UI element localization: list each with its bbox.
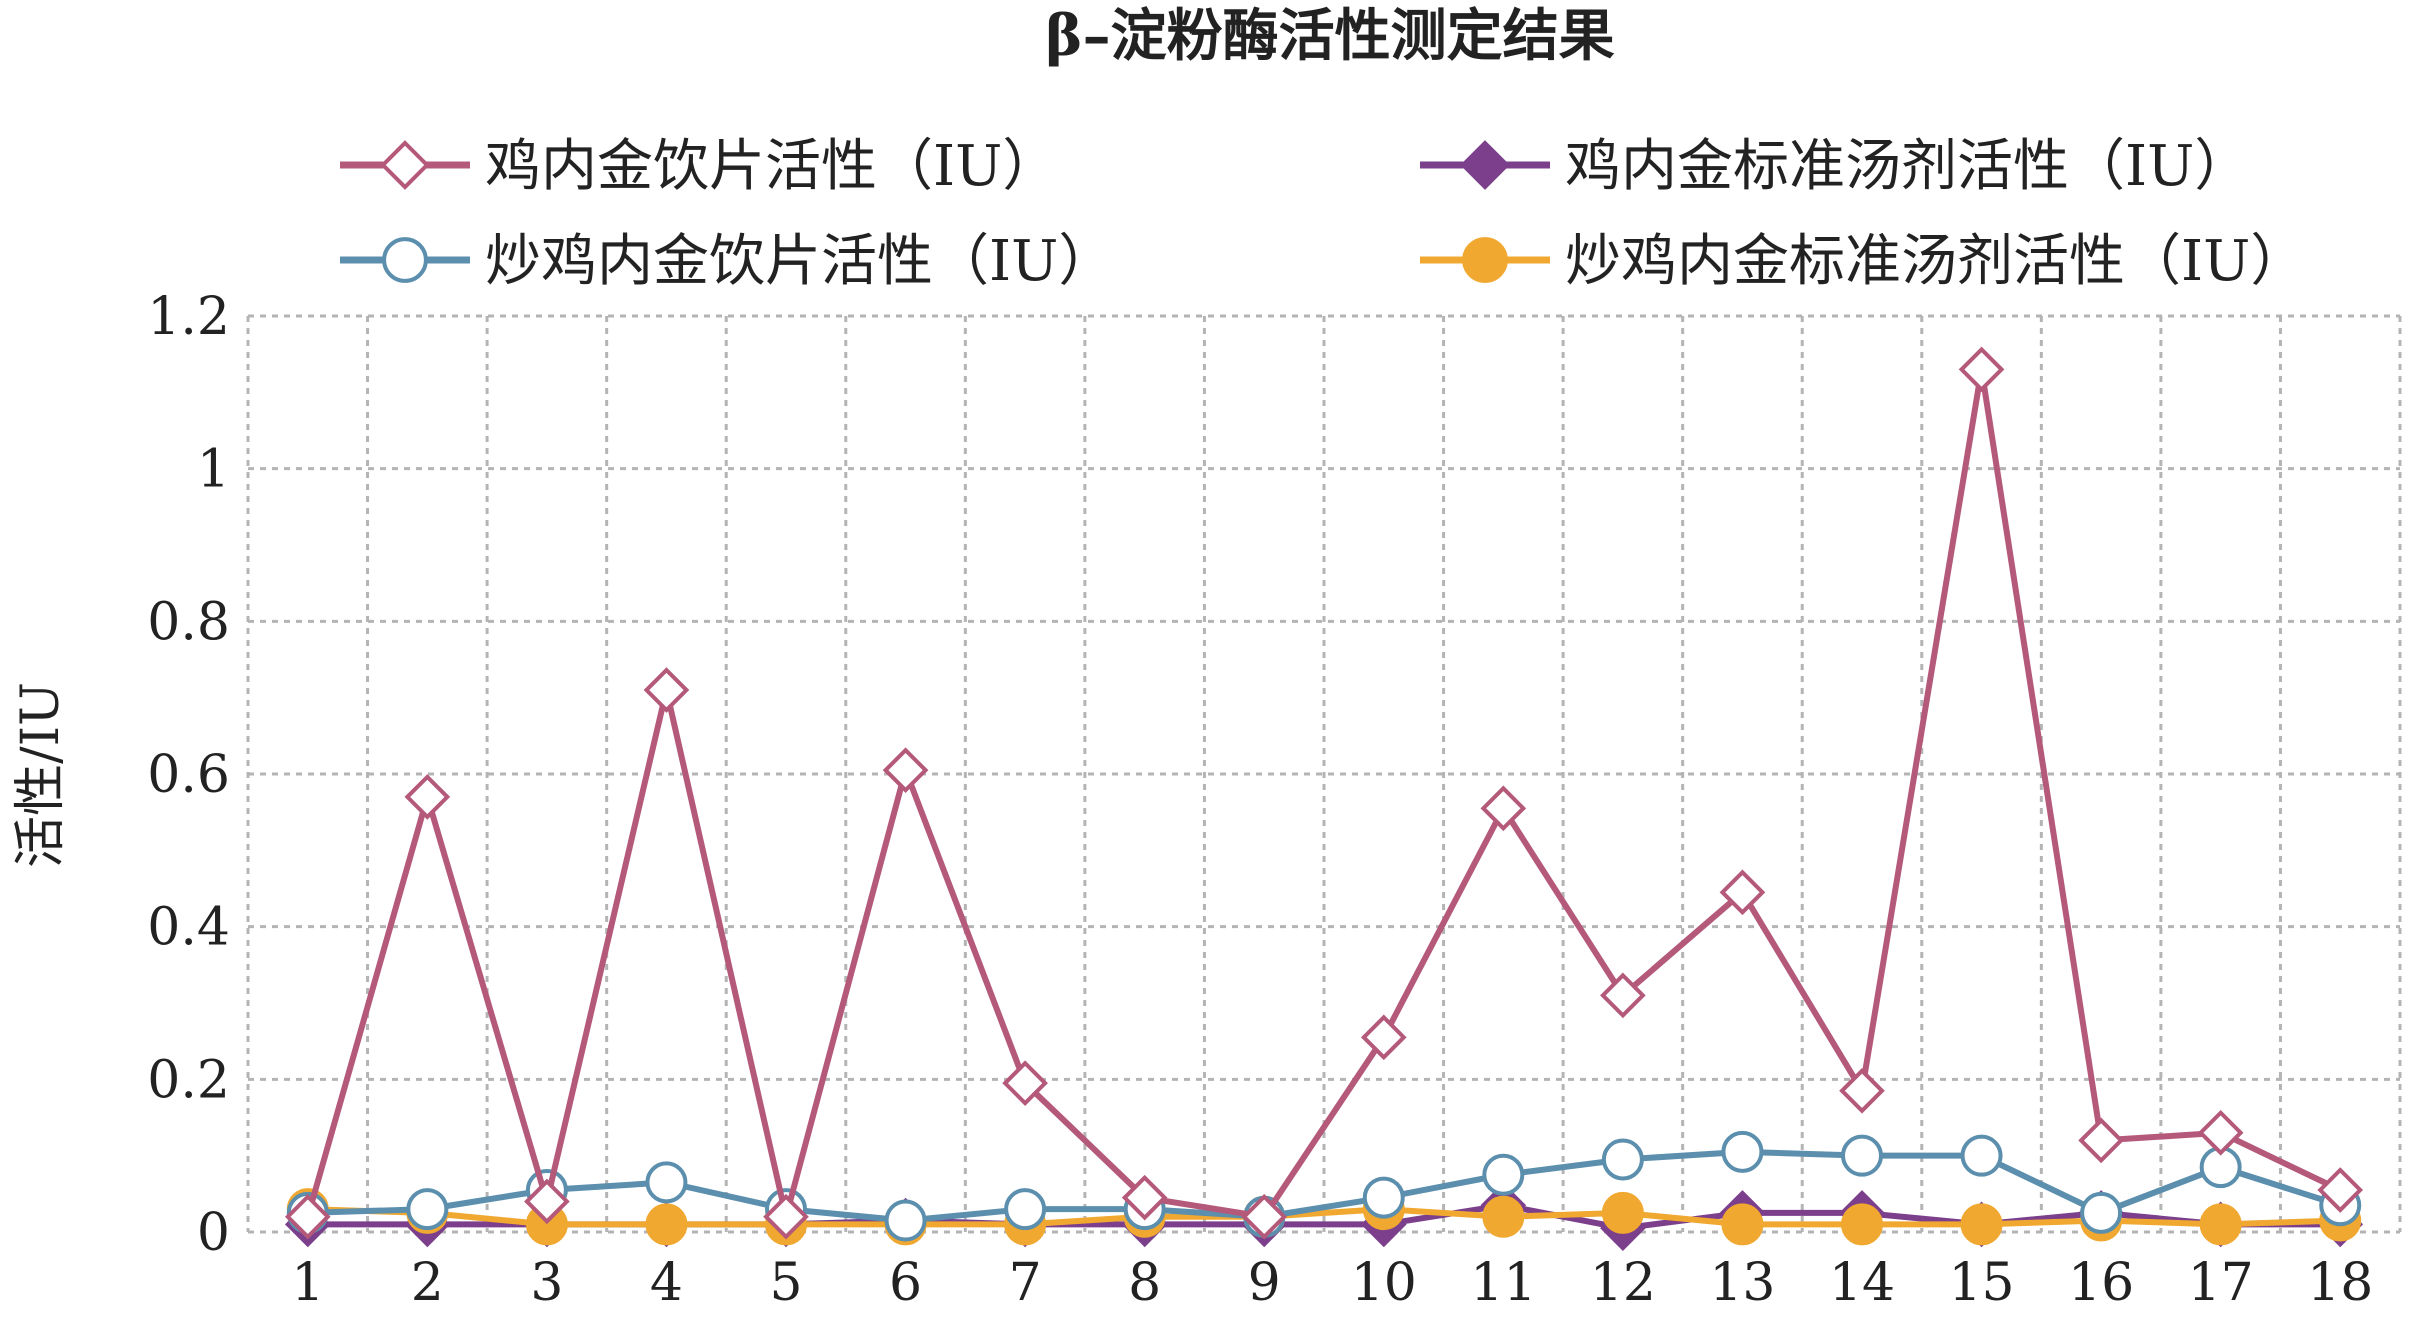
- y-axis-ticks: 0 0.2 0.4 0.6 0.8 1 1.2: [147, 287, 230, 1263]
- legend-item: 炒鸡内金饮片活性（IU）: [340, 229, 1114, 294]
- legend-label: 鸡内金标准汤剂活性（IU）: [1565, 134, 2250, 199]
- data-point: [1721, 1130, 1764, 1173]
- x-tick-label: 7: [1009, 1253, 1042, 1313]
- legend-label: 炒鸡内金饮片活性（IU）: [485, 229, 1114, 294]
- x-tick-label: 13: [1709, 1253, 1775, 1313]
- data-point: [1362, 1176, 1405, 1219]
- data-point: [884, 1199, 927, 1242]
- data-point: [2199, 1203, 2242, 1246]
- legend-label: 鸡内金饮片活性（IU）: [485, 134, 1058, 199]
- x-tick-label: 4: [650, 1253, 683, 1313]
- data-point: [2078, 1117, 2124, 1164]
- x-tick-label: 11: [1470, 1253, 1536, 1313]
- legend: 鸡内金饮片活性（IU） 鸡内金标准汤剂活性（IU） 炒鸡内金饮片活性（IU） 炒鸡内金…: [340, 134, 2306, 294]
- data-point: [404, 774, 451, 820]
- data-point: [1960, 1134, 2003, 1177]
- series-layer: [284, 346, 2364, 1252]
- data-point: [763, 1193, 809, 1240]
- legend-item: 鸡内金饮片活性（IU）: [340, 134, 1058, 199]
- legend-marker: [382, 237, 428, 283]
- x-tick-label: 15: [1948, 1253, 2014, 1313]
- data-point: [1482, 1195, 1525, 1238]
- x-tick-label: 1: [291, 1253, 324, 1313]
- y-tick-label: 0.4: [147, 898, 230, 958]
- data-point: [1721, 1203, 1764, 1246]
- x-tick-label: 10: [1351, 1253, 1417, 1313]
- x-axis-ticks: 1 2 3 4 5 6 7 8 9 10 11 12 13 14 15 16 17 18: [291, 1253, 2373, 1313]
- legend-item: 鸡内金标准汤剂活性（IU）: [1420, 134, 2250, 199]
- data-point: [406, 1188, 449, 1231]
- data-point: [1480, 785, 1527, 832]
- data-point: [1600, 972, 1646, 1019]
- legend-marker: [1462, 237, 1508, 283]
- legend-label: 炒鸡内金标准汤剂活性（IU）: [1565, 229, 2306, 294]
- x-tick-label: 14: [1829, 1253, 1895, 1313]
- legend-marker: [380, 140, 430, 190]
- x-tick-label: 17: [2188, 1253, 2254, 1313]
- data-point: [645, 1203, 688, 1246]
- data-point: [2197, 1109, 2244, 1156]
- x-tick-label: 8: [1128, 1253, 1161, 1313]
- data-point: [1841, 1203, 1883, 1246]
- data-point: [1601, 1138, 1644, 1181]
- chart-title: β–淀粉酶活性测定结果: [1045, 3, 1614, 69]
- data-point: [1960, 1203, 2003, 1246]
- data-point: [2080, 1191, 2123, 1234]
- data-point: [1002, 1060, 1048, 1106]
- legend-item: 炒鸡内金标准汤剂活性（IU）: [1420, 229, 2306, 294]
- legend-marker: [1460, 140, 1510, 190]
- data-point: [1719, 869, 1766, 916]
- data-point: [1004, 1188, 1047, 1231]
- data-point: [1841, 1134, 1883, 1177]
- data-point: [284, 1193, 331, 1240]
- data-point: [1360, 1014, 1407, 1061]
- y-tick-label: 1.2: [147, 287, 230, 347]
- y-tick-label: 0.6: [147, 745, 230, 805]
- x-tick-label: 6: [889, 1253, 922, 1313]
- y-tick-label: 0.2: [147, 1050, 230, 1110]
- x-tick-label: 5: [769, 1253, 802, 1313]
- x-tick-label: 9: [1248, 1253, 1281, 1313]
- y-tick-label: 0.8: [147, 592, 230, 652]
- data-point: [1121, 1174, 1168, 1221]
- y-axis-label: 活性/IU: [11, 682, 71, 868]
- x-tick-label: 16: [2068, 1253, 2134, 1313]
- x-tick-label: 3: [530, 1253, 563, 1313]
- data-point: [1839, 1067, 1885, 1114]
- x-tick-label: 2: [411, 1253, 444, 1313]
- data-point: [645, 1161, 688, 1204]
- data-point: [1958, 346, 2005, 393]
- series-line: [304, 366, 2342, 1220]
- data-point: [1482, 1153, 1525, 1196]
- data-point: [1601, 1191, 1644, 1234]
- y-tick-label: 0: [197, 1203, 230, 1263]
- x-tick-label: 18: [2307, 1253, 2373, 1313]
- x-tick-label: 12: [1590, 1253, 1656, 1313]
- data-point: [2317, 1167, 2364, 1213]
- y-tick-label: 1: [197, 440, 230, 500]
- series-0: [284, 346, 2364, 1240]
- data-point: [1241, 1193, 1288, 1240]
- data-point: [524, 1178, 570, 1225]
- data-point: [643, 667, 690, 713]
- data-point: [882, 747, 929, 794]
